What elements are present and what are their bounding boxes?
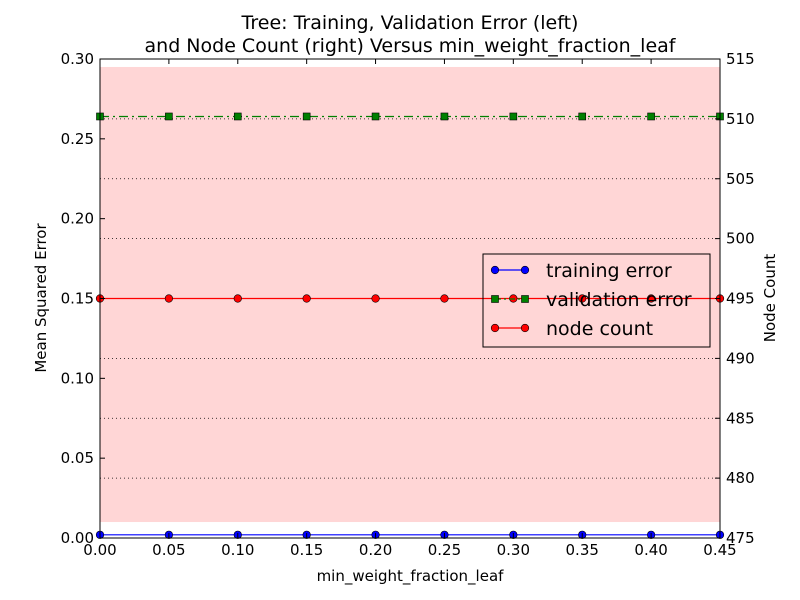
series-2-point-4 xyxy=(371,294,380,303)
plot-area xyxy=(95,66,725,539)
x-tick-label-8: 0.40 xyxy=(634,541,667,559)
chart-title-line-2: and Node Count (right) Versus min_weight… xyxy=(145,35,677,57)
y-right-tick-label-7: 510 xyxy=(726,110,755,128)
y-left-tick-label-4: 0.20 xyxy=(61,210,94,228)
y-axis-right-label: Node Count xyxy=(761,254,779,343)
legend-marker-0-1 xyxy=(520,265,530,275)
x-tick-label-0: 0.00 xyxy=(83,541,116,559)
series-1-point-7 xyxy=(578,112,587,121)
y-right-tick-label-1: 480 xyxy=(726,469,755,487)
series-2-point-5 xyxy=(440,294,449,303)
legend-marker-2-1 xyxy=(520,323,530,333)
y-right-tick-label-4: 495 xyxy=(726,290,755,308)
x-tick-label-7: 0.35 xyxy=(566,541,599,559)
series-2-point-2 xyxy=(233,294,242,303)
legend-marker-1-1 xyxy=(521,295,529,303)
x-tick-label-1: 0.05 xyxy=(152,541,185,559)
x-tick-label-2: 0.10 xyxy=(221,541,254,559)
series-1-point-5 xyxy=(440,112,449,121)
shaded-band xyxy=(100,66,720,523)
y-right-tick-label-5: 500 xyxy=(726,230,755,248)
legend-label-1: validation error xyxy=(546,289,692,311)
legend-marker-2-0 xyxy=(490,323,500,333)
series-1-point-3 xyxy=(302,112,311,121)
series-1-point-4 xyxy=(371,112,380,121)
y-right-tick-label-2: 485 xyxy=(726,409,755,427)
x-axis-label: min_weight_fraction_leaf xyxy=(317,567,505,586)
y-right-tick-label-3: 490 xyxy=(726,349,755,367)
legend-box xyxy=(482,253,711,348)
legend-label-2: node count xyxy=(546,318,653,340)
x-tick-label-5: 0.25 xyxy=(428,541,461,559)
x-tick-label-6: 0.30 xyxy=(497,541,530,559)
legend-marker-0-0 xyxy=(490,265,500,275)
x-tick-label-4: 0.20 xyxy=(359,541,392,559)
x-tick-label-9: 0.45 xyxy=(703,541,736,559)
y-right-tick-label-8: 515 xyxy=(726,50,755,68)
y-left-tick-label-1: 0.05 xyxy=(61,449,94,467)
series-1-point-6 xyxy=(509,112,518,121)
y-left-tick-label-2: 0.10 xyxy=(61,369,94,387)
y-right-tick-label-0: 475 xyxy=(726,529,755,547)
series-1-point-8 xyxy=(647,112,655,121)
y-left-tick-label-6: 0.30 xyxy=(61,50,94,68)
series-1-point-2 xyxy=(233,112,242,121)
axis-ticks: 0.00 0.05 0.10 0.15 0.20 0.25 0.30 0.35 0.40 0.45… xyxy=(61,50,755,559)
y-left-tick-label-0: 0.00 xyxy=(61,529,94,547)
series-2-point-3 xyxy=(302,294,311,303)
legend-label-0: training error xyxy=(546,260,672,282)
x-tick-label-3: 0.15 xyxy=(290,541,323,559)
chart-title-line-1: Tree: Training, Validation Error (left) xyxy=(241,12,579,34)
y-right-tick-label-6: 505 xyxy=(726,170,755,188)
legend: training error validation error node count xyxy=(482,253,711,348)
y-axis-left-label: Mean Squared Error xyxy=(32,223,50,373)
y-left-tick-label-3: 0.15 xyxy=(61,290,94,308)
series-2-point-1 xyxy=(164,294,173,303)
legend-marker-1-0 xyxy=(491,295,499,303)
series-1-point-1 xyxy=(165,112,173,121)
series-2-point-7 xyxy=(578,294,587,303)
series-2-point-8 xyxy=(647,294,656,303)
y-left-tick-label-5: 0.25 xyxy=(61,130,94,148)
